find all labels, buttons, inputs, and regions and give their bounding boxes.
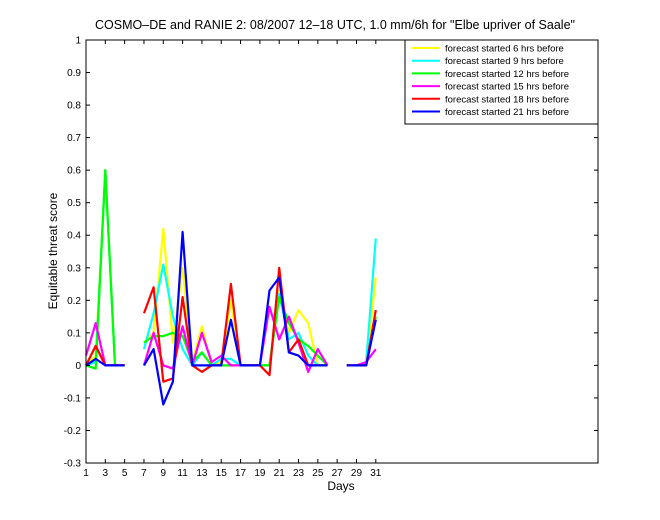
y-tick-label: 0.5 [67,198,81,209]
legend-label: forecast started 6 hrs before [445,44,564,55]
x-tick-label: 3 [103,468,109,479]
y-tick-label: 0.3 [67,263,81,274]
x-tick-label: 13 [196,468,208,479]
chart-title: COSMO–DE and RANIE 2: 08/2007 12–18 UTC,… [95,18,575,32]
y-tick-label: 0.8 [67,101,81,112]
y-tick-label: 0.7 [67,133,81,144]
x-tick-label: 23 [293,468,305,479]
series-line [346,319,377,367]
x-axis-label: Days [327,479,354,493]
legend-box [404,39,599,125]
y-tick-label: 0 [75,361,81,372]
series-6 [85,230,377,406]
legend-label: forecast started 12 hrs before [445,69,569,80]
y-tick-label: -0.3 [64,459,82,470]
legend-label: forecast started 18 hrs before [445,94,569,105]
y-tick-label: 0.2 [67,296,81,307]
series-line [142,263,328,367]
y-tick-label: -0.1 [64,393,82,404]
x-tick-label: 17 [235,468,247,479]
legend-label: forecast started 15 hrs before [445,82,569,93]
series-4 [84,305,377,373]
y-axis: -0.3 -0.2 -0.1 0 0.1 0.2 0.3 0.4 0.5 0.6 0.7 0.8 0.9… [64,36,598,470]
x-tick-label: 7 [141,468,147,479]
y-tick-label: 0.1 [67,328,81,339]
series-line [143,230,328,406]
legend-label: forecast started 9 hrs before [445,56,564,67]
x-tick-label: 29 [351,468,363,479]
y-axis-label: Equitable threat score [46,192,60,309]
plot-frame [85,39,599,464]
series-1 [85,169,377,367]
x-tick-label: 25 [312,468,324,479]
series-line [85,357,125,367]
x-axis: 1 3 5 7 9 11 13 15 17 19 21 23 25 27 29 31 [83,40,382,479]
y-tick-label: 0.9 [67,68,81,79]
series-3 [85,169,377,370]
x-tick-label: 5 [122,468,128,479]
x-tick-label: 9 [161,468,167,479]
series-layer [84,169,377,406]
y-tick-label: -0.2 [64,426,82,437]
y-tick-label: 0.4 [67,231,81,242]
x-tick-label: 31 [370,468,382,479]
x-tick-label: 11 [177,468,188,479]
x-tick-label: 1 [83,468,89,479]
x-tick-label: 15 [216,468,228,479]
legend-label: forecast started 21 hrs before [445,107,569,118]
series-line [346,238,377,367]
series-2 [85,169,377,367]
x-tick-label: 27 [332,468,344,479]
y-tick-label: 0.6 [67,166,81,177]
y-tick-label: 1 [75,36,81,47]
x-tick-label: 21 [274,468,286,479]
x-tick-label: 19 [254,468,266,479]
series-line [346,348,377,367]
